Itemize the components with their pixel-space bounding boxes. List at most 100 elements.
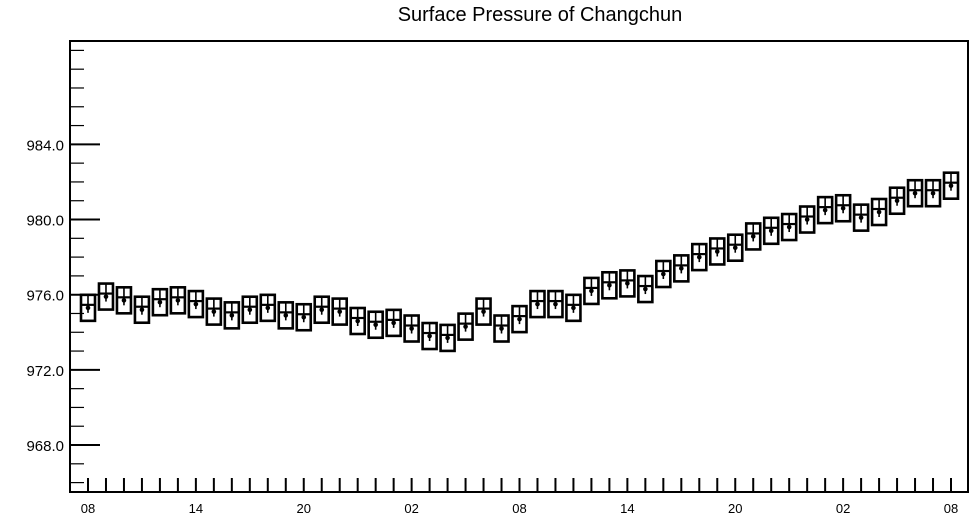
box-mean-dot (732, 245, 738, 251)
x-tick-label: 02 (404, 501, 418, 516)
box-mean-dot (553, 301, 558, 307)
box-mean-dot (229, 313, 235, 318)
box-mark (421, 321, 438, 351)
box-mark (115, 286, 133, 315)
plot-border (69, 40, 969, 493)
box-mean-dot (696, 254, 702, 260)
box-mean-dot (463, 324, 468, 329)
box-mark (277, 301, 295, 330)
box-mark (529, 289, 546, 319)
box-mark (133, 295, 151, 325)
box-mark (295, 302, 313, 332)
box-mean-dot (643, 286, 648, 292)
box-mean-dot (822, 207, 828, 213)
box-mark (942, 171, 960, 200)
box-mean-dot (786, 224, 792, 230)
box-mean-dot (714, 249, 720, 254)
box-mean-dot (948, 183, 954, 188)
box-mean-dot (912, 190, 918, 196)
box-mean-dot (319, 307, 325, 313)
box-mark (223, 301, 241, 330)
plot-frame (69, 40, 969, 493)
x-tick-label: 08 (512, 501, 526, 516)
y-tick-label: 980.0 (26, 213, 64, 230)
box-mark (205, 297, 223, 326)
box-mean-dot (103, 294, 109, 299)
box-mark (385, 308, 402, 338)
box-mean-dot (876, 209, 882, 215)
box-mark (888, 186, 906, 216)
box-mark (870, 197, 888, 227)
box-mean-dot (139, 307, 145, 313)
box-mark (79, 293, 97, 323)
box-mark (313, 295, 331, 325)
box-mark (259, 293, 277, 323)
x-axis: 08 14 20 02 08 14 20 02 08 (81, 478, 958, 516)
box-mark (708, 237, 726, 266)
box-mark (511, 304, 528, 334)
x-tick-label: 14 (189, 501, 203, 516)
box-mark (151, 287, 169, 317)
chart-title: Surface Pressure of Changchun (397, 4, 683, 26)
box-mean-dot (445, 335, 450, 341)
box-mean-dot (607, 282, 612, 288)
box-mark (852, 203, 870, 232)
x-tick-label: 20 (728, 501, 742, 516)
box-mean-dot (427, 333, 432, 339)
box-mean-dot (750, 234, 756, 239)
box-mean-dot (391, 320, 396, 326)
box-mark (637, 274, 654, 304)
box-mark (726, 233, 744, 263)
box-mark (457, 312, 474, 341)
box-mean-dot (840, 205, 846, 211)
box-mean-dot (930, 190, 936, 196)
box-mark (331, 297, 349, 326)
box-mean-dot (517, 316, 522, 322)
box-mark (565, 293, 582, 323)
box-mean-dot (211, 309, 217, 314)
box-mark (169, 286, 187, 315)
box-mark (816, 195, 834, 225)
box-mark (583, 276, 600, 306)
box-mean-dot (157, 299, 163, 305)
box-mark (762, 216, 780, 246)
x-tick-label: 08 (81, 501, 95, 516)
box-mark (547, 289, 564, 319)
box-mark (439, 323, 456, 353)
box-mean-dot (858, 215, 864, 220)
box-mean-dot (175, 298, 181, 303)
box-mean-dot (409, 326, 414, 331)
box-mean-dot (193, 301, 199, 307)
box-mark (673, 254, 690, 283)
box-mean-dot (373, 322, 378, 328)
box-mean-dot (499, 326, 504, 331)
box-mark (924, 178, 942, 208)
box-mark (403, 314, 420, 343)
box-mean-dot (85, 305, 91, 311)
box-mean-dot (625, 281, 630, 286)
box-series (79, 171, 960, 353)
box-mark (367, 310, 384, 340)
x-tick-label: 08 (944, 501, 958, 516)
box-mark (690, 242, 708, 272)
box-mark (187, 289, 205, 319)
x-tick-label: 02 (836, 501, 850, 516)
box-mean-dot (481, 309, 486, 314)
box-mean-dot (804, 217, 810, 222)
box-mean-dot (247, 307, 253, 313)
box-mean-dot (355, 318, 360, 324)
box-mark (619, 269, 636, 298)
box-mean-dot (535, 301, 540, 307)
box-mark (798, 205, 816, 234)
box-mean-dot (679, 266, 684, 271)
y-tick-label: 972.0 (26, 363, 64, 380)
box-mark (241, 295, 259, 325)
box-mark (834, 193, 852, 223)
box-mark (97, 282, 115, 311)
box-mean-dot (265, 305, 271, 311)
box-mean-dot (337, 309, 343, 314)
box-mark (493, 314, 510, 343)
box-mean-dot (571, 305, 576, 311)
box-mark (906, 178, 924, 208)
